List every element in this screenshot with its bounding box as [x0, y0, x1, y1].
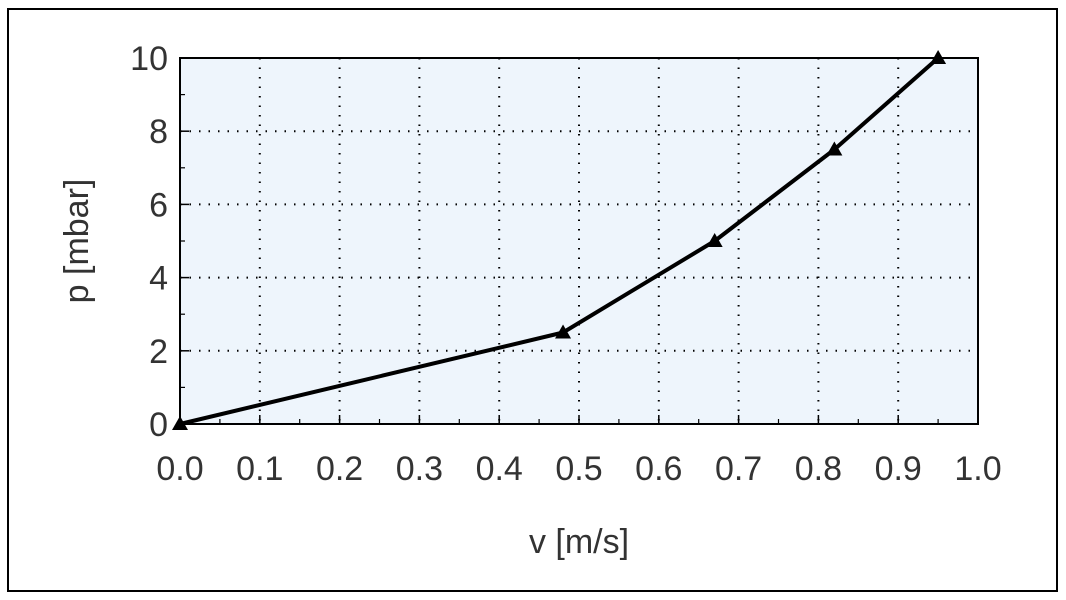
series-layer: [172, 50, 947, 430]
data-point-marker: [826, 141, 843, 156]
plot-area: [179, 57, 979, 425]
x-axis-ticks: 0.0 0.1 0.2 0.3 0.4 0.5 0.6 0.7 0.8 0.9 1.0: [156, 450, 1001, 488]
y-tick-label: 6: [149, 186, 168, 224]
x-tick-label: 0.4: [476, 450, 523, 488]
y-tick-label: 8: [149, 113, 168, 151]
y-tick-label: 0: [149, 406, 168, 444]
data-point-marker: [555, 324, 572, 339]
x-tick-label: 0.8: [795, 450, 842, 488]
x-tick-label: 1.0: [954, 450, 1001, 488]
x-tick-label: 0.9: [875, 450, 922, 488]
y-tick-label: 4: [149, 260, 168, 298]
data-point-marker: [172, 416, 188, 430]
data-point-marker: [706, 233, 723, 247]
x-tick-label: 0.6: [635, 450, 682, 488]
x-tick-label: 0.0: [156, 450, 203, 488]
y-axis-label: p [mbar]: [58, 179, 96, 304]
y-axis-ticks: 0 2 4 6 8 10: [130, 40, 168, 444]
y-tick-label: 10: [130, 40, 168, 78]
grid: [180, 58, 978, 424]
x-tick-label: 0.5: [555, 450, 602, 488]
x-tick-label: 0.2: [316, 450, 363, 488]
x-tick-label: 0.1: [236, 450, 283, 488]
x-tick-label: 0.3: [396, 450, 443, 488]
x-tick-label: 0.7: [715, 450, 762, 488]
y-tick-label: 2: [149, 333, 168, 371]
x-axis-label: v [m/s]: [529, 523, 629, 561]
data-point-marker: [930, 50, 947, 64]
